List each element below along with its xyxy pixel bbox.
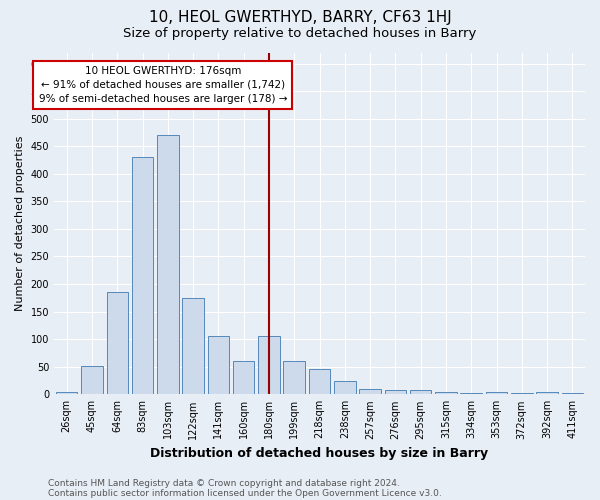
Bar [334,380,356,394]
Bar [233,361,254,394]
Bar [107,292,128,394]
Bar [283,361,305,394]
Bar [132,157,153,394]
Bar [56,392,77,394]
Bar [182,298,204,394]
Bar [81,366,103,394]
Bar [385,390,406,394]
Bar [410,390,431,394]
Text: Contains HM Land Registry data © Crown copyright and database right 2024.: Contains HM Land Registry data © Crown c… [48,478,400,488]
Bar [511,392,533,394]
Bar [208,336,229,394]
Text: Size of property relative to detached houses in Barry: Size of property relative to detached ho… [124,28,476,40]
Text: 10 HEOL GWERTHYD: 176sqm
← 91% of detached houses are smaller (1,742)
9% of semi: 10 HEOL GWERTHYD: 176sqm ← 91% of detach… [38,66,287,104]
Text: Contains public sector information licensed under the Open Government Licence v3: Contains public sector information licen… [48,488,442,498]
Bar [157,135,179,394]
Bar [460,392,482,394]
Bar [309,370,330,394]
Text: 10, HEOL GWERTHYD, BARRY, CF63 1HJ: 10, HEOL GWERTHYD, BARRY, CF63 1HJ [149,10,451,25]
Bar [562,392,583,394]
Bar [435,392,457,394]
Bar [258,336,280,394]
X-axis label: Distribution of detached houses by size in Barry: Distribution of detached houses by size … [151,447,488,460]
Bar [486,392,507,394]
Bar [536,392,558,394]
Y-axis label: Number of detached properties: Number of detached properties [15,136,25,311]
Bar [359,389,381,394]
